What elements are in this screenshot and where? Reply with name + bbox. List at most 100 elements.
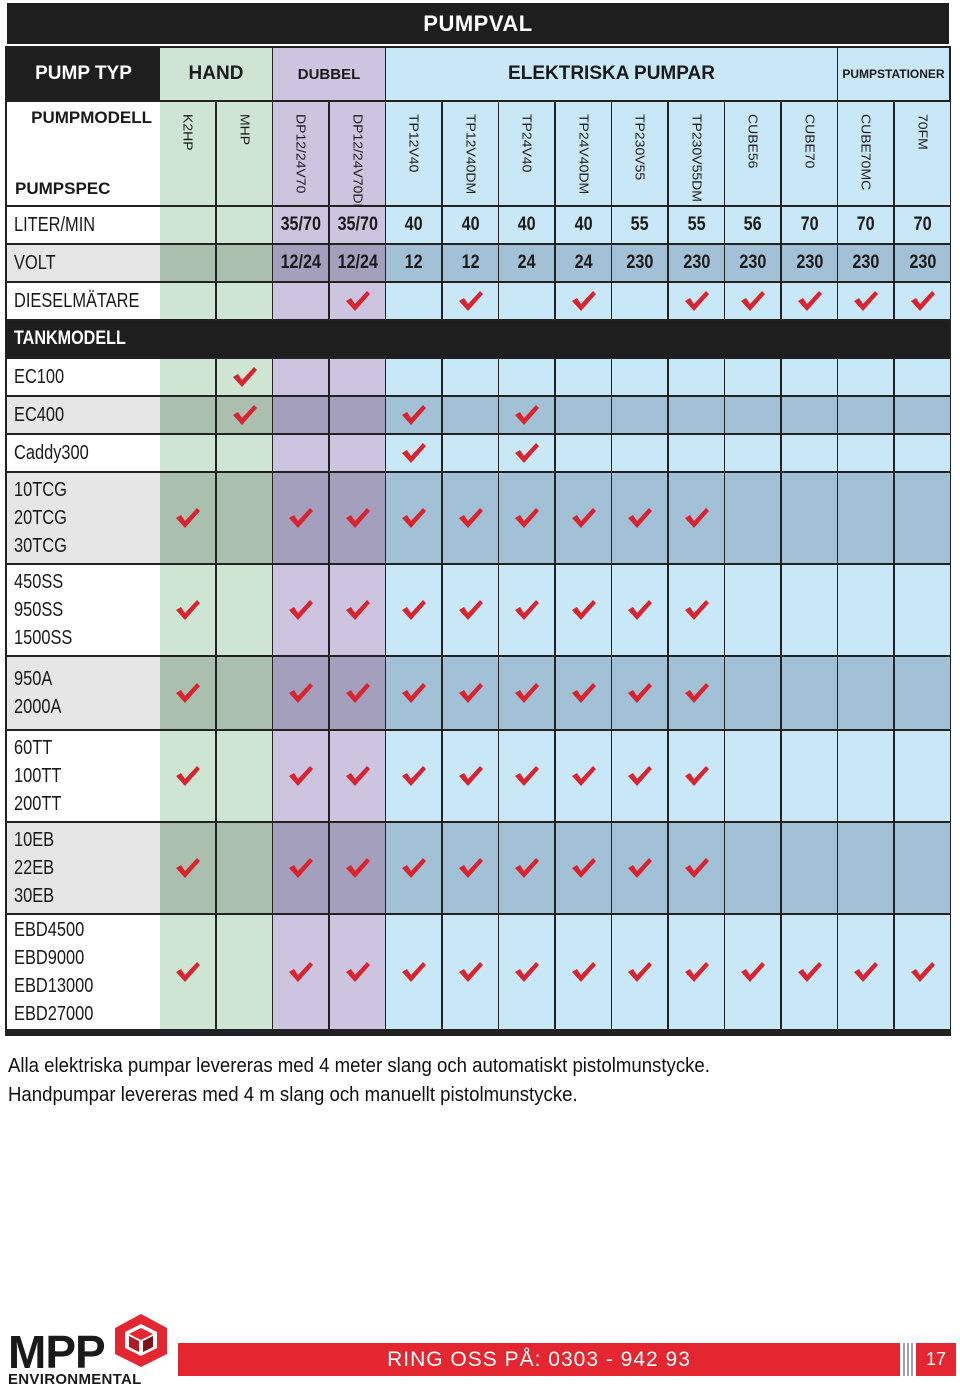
model-name: 70FM <box>915 114 930 150</box>
spec-value: 70 <box>800 214 819 235</box>
checkmark-icon <box>345 858 370 878</box>
checkmark-icon <box>401 508 426 528</box>
delivery-note: Alla elektriska pumpar levereras med 4 m… <box>8 1052 953 1110</box>
compat-cell <box>499 473 554 563</box>
spec-value-cell <box>160 207 215 243</box>
checkmark-icon <box>401 405 426 425</box>
compat-cell <box>556 657 611 729</box>
spec-value: 230 <box>852 252 879 273</box>
note-line-2: Handpumpar levereras med 4 m slang och m… <box>8 1084 578 1106</box>
group-label: PUMPSTATIONER <box>842 67 945 81</box>
compat-cell <box>838 283 893 319</box>
logo-subtitle: ENVIRONMENTAL <box>8 1371 142 1388</box>
compat-cell <box>499 731 554 821</box>
compat-cell <box>895 397 950 433</box>
compat-cell <box>499 657 554 729</box>
spec-value-cell: 230 <box>612 245 667 281</box>
model-header-2: DP12/24V70 <box>273 102 328 205</box>
compat-cell <box>217 435 272 471</box>
model-header-3: DP12/24V70DN <box>330 102 385 214</box>
compat-cell <box>160 435 215 471</box>
compat-cell <box>330 397 385 433</box>
spec-value: 24 <box>517 252 536 273</box>
spec-value-cell: 40 <box>443 207 498 243</box>
pumpspec-label: PUMPSPEC <box>15 179 111 198</box>
compat-cell <box>386 473 441 563</box>
checkmark-icon <box>401 600 426 620</box>
checkmark-icon <box>740 291 765 311</box>
row-label: EC100 <box>7 359 160 395</box>
spec-value: 230 <box>626 252 653 273</box>
spec-value-cell <box>217 245 272 281</box>
compat-cell <box>443 435 498 471</box>
compat-cell <box>669 397 724 433</box>
pumpmodell-label: PUMPMODELL <box>31 108 152 127</box>
compat-cell <box>669 565 724 655</box>
compat-cell <box>499 397 554 433</box>
spec-value-cell: 70 <box>782 207 837 243</box>
compat-cell <box>273 283 328 319</box>
group-label: HAND <box>188 63 244 84</box>
checkmark-icon <box>401 766 426 786</box>
compat-cell <box>669 823 724 913</box>
compat-cell <box>782 565 837 655</box>
compat-cell <box>443 565 498 655</box>
group-label: ELEKTRISKA PUMPAR <box>508 63 715 84</box>
compat-cell <box>838 473 893 563</box>
spec-value-cell: 40 <box>499 207 554 243</box>
tank-model-name: 30EB <box>14 885 55 907</box>
model-header-13: 70FM <box>895 102 950 205</box>
compat-cell <box>386 435 441 471</box>
mpp-environmental-logo: MPP ENVIRONMENTAL <box>8 1312 168 1388</box>
compat-cell <box>217 823 272 913</box>
compat-cell <box>160 397 215 433</box>
compat-cell <box>556 359 611 395</box>
model-header-7: TP24V40DM <box>556 102 611 205</box>
tank-model-name: 200TT <box>14 793 62 815</box>
compat-cell <box>782 435 837 471</box>
model-header-9: TP230V55DM <box>669 102 724 205</box>
checkmark-icon <box>345 962 370 982</box>
checkmark-icon <box>514 443 539 463</box>
spec-value-cell: 12 <box>386 245 441 281</box>
spec-value-cell: 230 <box>895 245 950 281</box>
compat-cell <box>443 915 498 1029</box>
spec-value: 24 <box>574 252 593 273</box>
row-label: Caddy300 <box>7 435 160 471</box>
checkmark-icon <box>684 508 709 528</box>
compat-cell <box>160 283 215 319</box>
checkmark-icon <box>627 683 652 703</box>
compat-cell <box>443 359 498 395</box>
checkmark-icon <box>684 683 709 703</box>
compat-cell <box>895 915 950 1029</box>
tank-model-name: 950SS <box>14 599 64 621</box>
checkmark-icon <box>627 962 652 982</box>
compat-cell <box>330 283 385 319</box>
phone-banner: RING OSS PÅ: 0303 - 942 93 <box>178 1343 900 1376</box>
compat-cell <box>330 915 385 1029</box>
spec-value: 55 <box>630 214 649 235</box>
compat-cell <box>669 359 724 395</box>
checkmark-icon <box>514 683 539 703</box>
group-header-hand: HAND <box>160 48 272 100</box>
spec-value-cell: 55 <box>669 207 724 243</box>
compat-cell <box>330 473 385 563</box>
spec-value: 12 <box>404 252 423 273</box>
model-name: TP12V40DM <box>463 114 478 195</box>
compat-cell <box>725 435 780 471</box>
compat-cell <box>160 915 215 1029</box>
compat-cell <box>725 473 780 563</box>
checkmark-icon <box>232 405 257 425</box>
compat-cell <box>556 397 611 433</box>
checkmark-icon <box>853 962 878 982</box>
compat-cell <box>556 283 611 319</box>
checkmark-icon <box>853 291 878 311</box>
row-label: 10TCG 20TCG 30TCG <box>7 473 160 563</box>
checkmark-icon <box>175 962 200 982</box>
checkmark-icon <box>627 600 652 620</box>
checkmark-icon <box>797 291 822 311</box>
checkmark-icon <box>288 508 313 528</box>
compat-cell <box>443 473 498 563</box>
spec-value: 230 <box>683 252 710 273</box>
compat-cell <box>612 435 667 471</box>
